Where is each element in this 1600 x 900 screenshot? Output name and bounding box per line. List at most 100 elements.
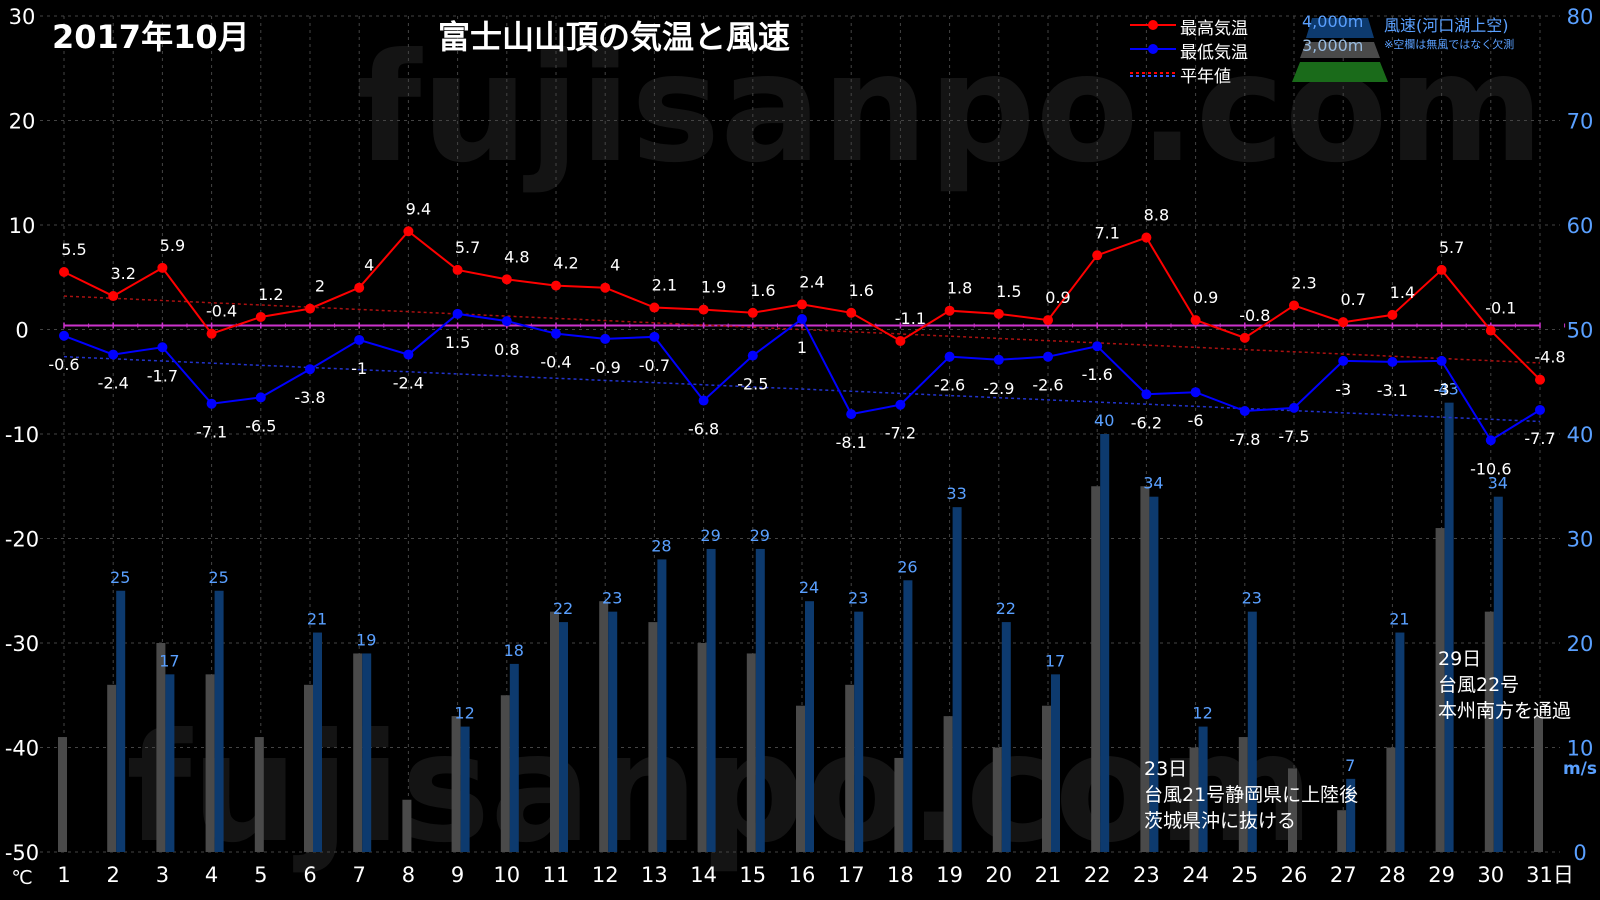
annotation-22-day: 29日 <box>1438 648 1482 670</box>
min-temp-label: 1 <box>797 338 807 357</box>
wind-bar-3000m <box>1435 528 1445 852</box>
wind-bar-3000m <box>1189 747 1199 852</box>
wind-bar-3000m <box>254 737 264 852</box>
min-temp-label: -6.2 <box>1131 413 1162 432</box>
wind-bar-3000m <box>1288 768 1297 852</box>
min-temp-label: -6.8 <box>688 420 719 439</box>
wind-bar-3000m <box>746 653 756 852</box>
max-temp-label: -4.8 <box>1534 348 1565 367</box>
max-temp-point <box>1190 315 1201 326</box>
x-tick-label: 23 <box>1133 863 1160 887</box>
legend-max-label: 最高気温 <box>1180 19 1248 39</box>
max-temp-label: 0.7 <box>1340 290 1365 309</box>
max-temp-point <box>698 304 709 315</box>
mountain-icon <box>1292 18 1388 82</box>
annotation-typhoon-22: 29日 台風22号 本州南方を通過 <box>1438 646 1571 724</box>
max-temp-point <box>600 282 611 293</box>
wind-bar-3000m <box>1042 705 1051 852</box>
chart-title: 富士山山頂の気温と風速 <box>438 18 791 56</box>
max-temp-label: 4.2 <box>553 254 578 273</box>
legend-min-marker <box>1130 44 1176 54</box>
x-tick-label: 29 <box>1428 863 1455 887</box>
max-temp-label: 4 <box>364 256 374 275</box>
y-right-tick-label: 40 <box>1567 423 1594 447</box>
legend-4000m: 4,000m <box>1302 12 1364 31</box>
min-temp-point <box>1043 351 1053 362</box>
legend-normal-label: 平年値 <box>1180 67 1231 87</box>
min-temp-label: -2.5 <box>737 375 768 394</box>
max-temp-label: 2.1 <box>652 276 677 295</box>
min-temp-label: -8.1 <box>836 433 867 452</box>
y-left-tick-label: -10 <box>5 423 39 447</box>
x-tick-label: 2 <box>107 863 120 887</box>
max-temp-label: 5.5 <box>61 240 86 259</box>
wind-bar-4000m <box>1444 402 1454 852</box>
min-temp-label: 1.5 <box>445 333 470 352</box>
x-tick-label: 21 <box>1035 863 1062 887</box>
min-temp-point <box>551 328 561 339</box>
x-tick-label: 4 <box>205 863 218 887</box>
wind-bar-4000m <box>755 548 765 852</box>
wind-bar-3000m <box>500 695 510 852</box>
x-tick-label: 19 <box>936 863 963 887</box>
min-temp-label: -1 <box>351 359 367 378</box>
max-temp-point <box>1092 250 1103 261</box>
min-temp-point <box>255 392 266 403</box>
wind-bar-3000m <box>1140 486 1150 852</box>
min-temp-point <box>1141 389 1152 400</box>
wind-bar-3000m <box>156 643 166 852</box>
y-left-tick-label: -50 <box>5 841 39 865</box>
x-tick-label: 20 <box>985 863 1012 887</box>
x-tick-label: 27 <box>1330 863 1357 887</box>
max-temp-label: 1.2 <box>258 285 283 304</box>
max-temp-point <box>1485 325 1496 336</box>
y-left-tick-label: 30 <box>9 5 36 29</box>
x-tick-label: 7 <box>353 863 366 887</box>
wind-bar-3000m <box>697 643 707 852</box>
min-temp-label: -0.6 <box>48 355 79 374</box>
max-temp-label: 1.6 <box>848 281 873 300</box>
max-temp-label: 3.2 <box>110 264 135 283</box>
max-temp-point <box>1043 315 1053 326</box>
x-tick-label: 26 <box>1281 863 1308 887</box>
max-temp-point <box>59 267 69 278</box>
x-tick-label: 11 <box>543 863 570 887</box>
max-temp-point <box>944 305 955 316</box>
x-tick-label: 28 <box>1379 863 1406 887</box>
min-temp-label: -10.6 <box>1470 459 1511 478</box>
wind-bar-label: 29 <box>700 526 720 545</box>
y-right-tick-label: 70 <box>1567 110 1594 134</box>
max-temp-point <box>1436 264 1447 275</box>
legend-wind-note: ※空欄は無風ではなく欠測 <box>1384 38 1515 51</box>
min-temp-point <box>1092 341 1103 352</box>
wind-bar-3000m <box>58 737 67 852</box>
wind-bar-4000m <box>657 559 667 852</box>
max-temp-point <box>993 308 1004 319</box>
min-temp-point <box>600 333 611 344</box>
wind-bar-4000m <box>805 601 814 852</box>
x-tick-label: 8 <box>402 863 415 887</box>
y-left-tick-label: -40 <box>5 737 39 761</box>
wind-bar-label: 25 <box>208 568 228 587</box>
y-right-tick-label: 60 <box>1567 214 1594 238</box>
annotation-21-day: 23日 <box>1144 758 1188 780</box>
max-temp-point <box>747 307 758 318</box>
wind-bar-4000m <box>116 590 126 852</box>
min-temp-label: -3.1 <box>1377 381 1408 400</box>
wind-bar-label: 23 <box>848 589 868 608</box>
max-temp-point <box>206 328 217 339</box>
x-tick-label: 9 <box>451 863 464 887</box>
max-temp-point <box>1535 374 1545 385</box>
min-temp-point <box>403 349 414 360</box>
wind-bar-3000m <box>107 684 117 852</box>
x-tick-label: 31日 <box>1526 863 1574 887</box>
min-temp-label: -7.7 <box>1524 429 1555 448</box>
wind-bar-label: 7 <box>1345 756 1355 775</box>
wind-bar-label: 24 <box>799 578 819 597</box>
max-temp-label: 5.9 <box>160 236 185 255</box>
max-temp-point <box>797 299 807 310</box>
legend-max-marker <box>1130 20 1176 30</box>
min-temp-point <box>944 351 955 362</box>
wind-bar-4000m <box>1100 434 1110 852</box>
max-temp-label: -0.8 <box>1239 306 1270 325</box>
